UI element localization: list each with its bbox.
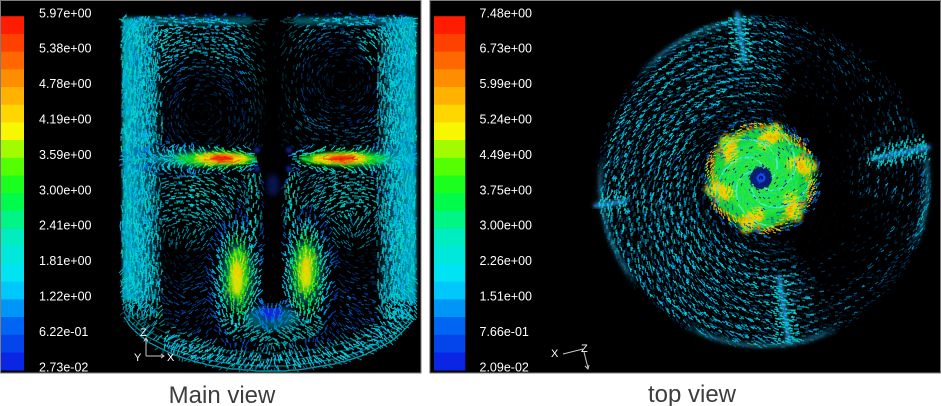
svg-text:Z: Z <box>140 327 147 339</box>
svg-text:2.09e-02: 2.09e-02 <box>480 360 529 374</box>
svg-text:3.75e+00: 3.75e+00 <box>480 183 533 197</box>
svg-text:Main view: Main view <box>169 382 276 406</box>
svg-text:X: X <box>167 352 175 364</box>
svg-text:6.22e-01: 6.22e-01 <box>39 325 88 339</box>
svg-text:4.49e+00: 4.49e+00 <box>480 148 533 162</box>
svg-text:2.41e+00: 2.41e+00 <box>39 219 92 233</box>
svg-text:6.73e+00: 6.73e+00 <box>480 42 533 56</box>
svg-text:1.51e+00: 1.51e+00 <box>480 290 533 304</box>
svg-text:2.26e+00: 2.26e+00 <box>480 254 533 268</box>
svg-text:3.00e+00: 3.00e+00 <box>480 219 533 233</box>
svg-text:3.00e+00: 3.00e+00 <box>39 183 92 197</box>
svg-text:4.19e+00: 4.19e+00 <box>39 113 92 127</box>
svg-text:1.22e+00: 1.22e+00 <box>39 290 92 304</box>
svg-text:X: X <box>551 348 559 360</box>
svg-text:5.24e+00: 5.24e+00 <box>480 113 533 127</box>
svg-text:5.38e+00: 5.38e+00 <box>39 42 92 56</box>
svg-text:7.48e+00: 7.48e+00 <box>480 6 533 20</box>
svg-text:5.99e+00: 5.99e+00 <box>480 77 533 91</box>
svg-text:Z: Z <box>581 343 588 355</box>
svg-text:3.59e+00: 3.59e+00 <box>39 148 92 162</box>
svg-text:7.66e-01: 7.66e-01 <box>480 325 529 339</box>
svg-text:2.73e-02: 2.73e-02 <box>39 360 88 374</box>
svg-text:Y: Y <box>134 352 142 364</box>
svg-text:1.81e+00: 1.81e+00 <box>39 254 92 268</box>
svg-text:top view: top view <box>648 381 737 406</box>
svg-text:5.97e+00: 5.97e+00 <box>39 6 92 20</box>
svg-text:4.78e+00: 4.78e+00 <box>39 77 92 91</box>
